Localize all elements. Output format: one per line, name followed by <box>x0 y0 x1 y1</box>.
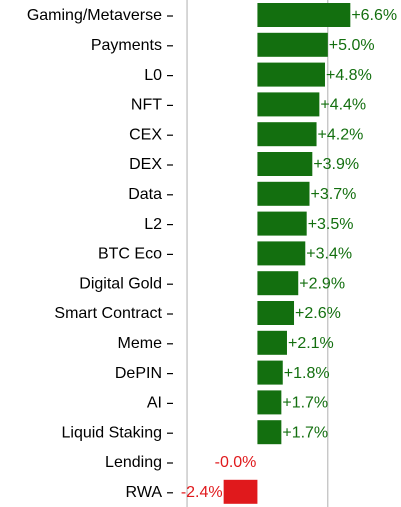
bar <box>257 181 310 206</box>
bar <box>257 241 306 266</box>
y-tick-label: AI <box>147 395 162 412</box>
y-tick-label: RWA <box>126 484 163 501</box>
value-label: +1.7% <box>282 424 328 441</box>
bar <box>257 3 351 27</box>
y-tick-label: L2 <box>144 216 162 233</box>
bar <box>257 330 287 355</box>
value-label: +1.7% <box>282 395 328 412</box>
bar <box>257 360 283 385</box>
y-tick-label: NFT <box>131 97 162 114</box>
bar <box>257 420 282 445</box>
y-tick-label: Gaming/Metaverse <box>27 7 162 24</box>
bar <box>257 62 325 87</box>
bar <box>257 122 317 147</box>
bar <box>257 301 295 325</box>
value-label: -2.4% <box>181 484 223 501</box>
bar <box>257 211 307 236</box>
value-label: +3.7% <box>311 186 357 203</box>
value-label: +3.4% <box>306 246 352 263</box>
bar <box>257 92 320 117</box>
y-tick-label: Smart Contract <box>54 305 162 322</box>
bar <box>223 479 258 504</box>
y-tick-label: Meme <box>118 335 163 352</box>
y-tick-label: Payments <box>91 37 162 54</box>
y-tick-label: CEX <box>129 126 162 143</box>
value-label: +2.9% <box>299 275 345 292</box>
value-label: +1.8% <box>284 365 330 382</box>
value-label: +2.1% <box>288 335 334 352</box>
value-label: +3.5% <box>308 216 354 233</box>
bar <box>257 271 299 296</box>
y-tick-label: DePIN <box>115 365 162 382</box>
y-tick-label: Digital Gold <box>79 275 162 292</box>
value-label: +4.4% <box>320 97 366 114</box>
y-tick-label: Liquid Staking <box>61 424 162 441</box>
value-label: +4.8% <box>326 67 372 84</box>
value-label: +3.9% <box>313 156 359 173</box>
bar <box>257 32 328 57</box>
value-label: +6.6% <box>351 7 397 24</box>
y-tick-label: L0 <box>144 67 162 84</box>
y-tick-label: DEX <box>129 156 162 173</box>
y-tick-label: BTC Eco <box>98 246 162 263</box>
bar <box>257 390 282 415</box>
y-tick-label: Data <box>128 186 162 203</box>
value-label: +5.0% <box>329 37 375 54</box>
bar <box>257 152 313 176</box>
y-tick-label: Lending <box>105 454 162 471</box>
value-label: -0.0% <box>215 454 257 471</box>
value-label: +2.6% <box>295 305 341 322</box>
value-label: +4.2% <box>318 126 364 143</box>
